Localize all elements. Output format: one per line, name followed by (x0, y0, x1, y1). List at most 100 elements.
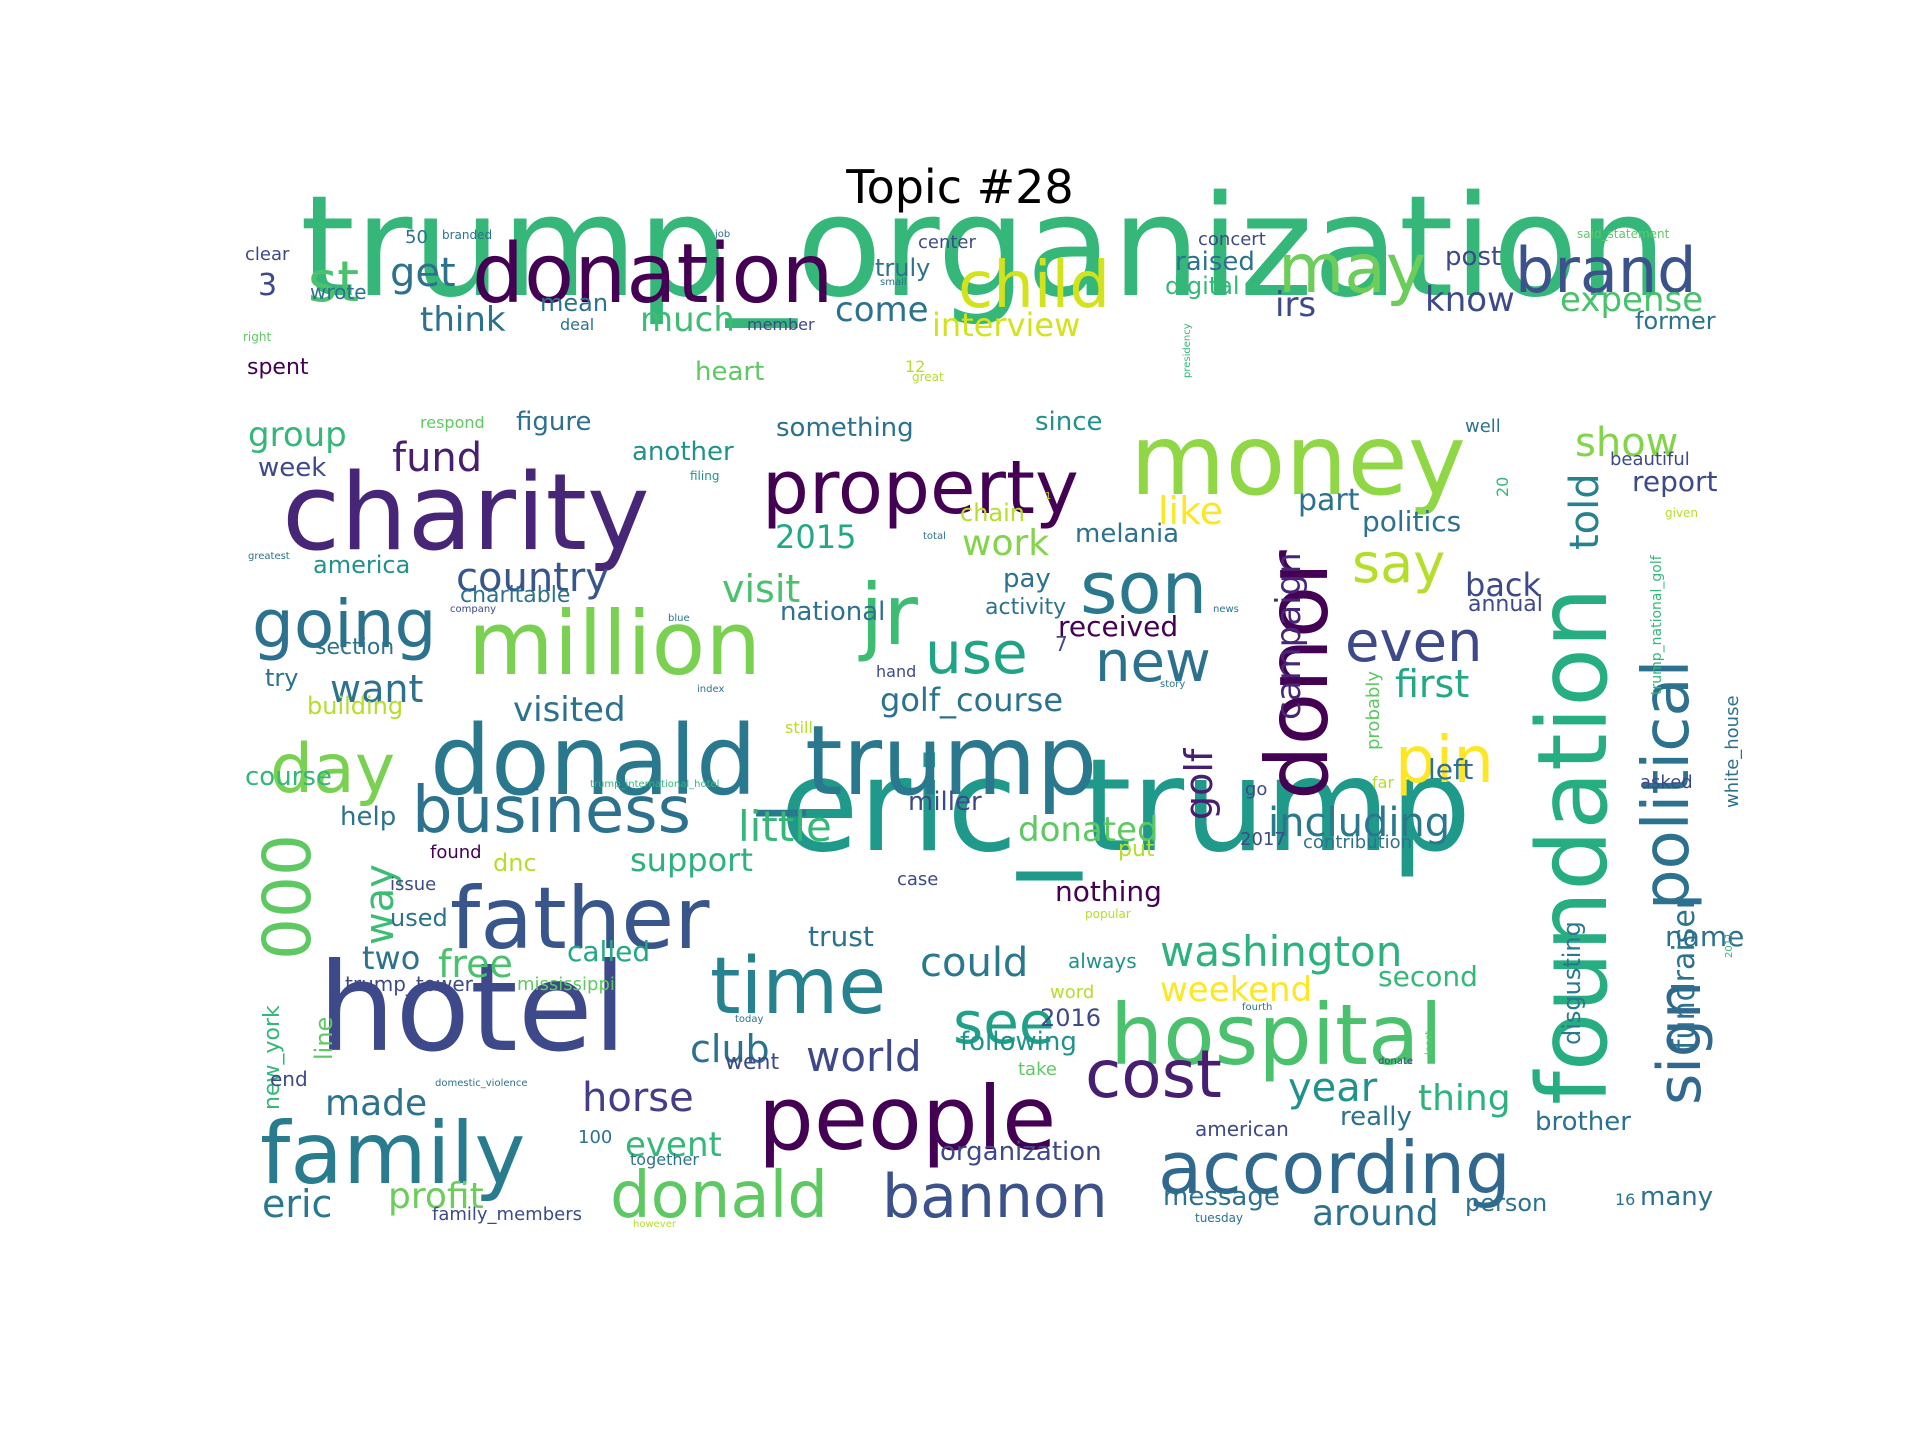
cloud-word: another (632, 437, 734, 468)
cloud-word: story (1160, 679, 1186, 690)
cloud-word: event (625, 1124, 722, 1165)
cloud-word: including (1268, 800, 1451, 846)
cloud-word: really (1340, 1102, 1412, 1133)
cloud-word: well (1465, 415, 1501, 437)
cloud-word: people (758, 1066, 1057, 1170)
cloud-word: trump_international_hotel (590, 779, 720, 790)
cloud-word: case (897, 868, 939, 890)
cloud-word: father (450, 869, 710, 970)
cloud-word: digital (1165, 271, 1240, 300)
cloud-word: presidency (1182, 323, 1193, 378)
cloud-word: white_house (1722, 695, 1743, 808)
cloud-word: company (450, 604, 497, 615)
cloud-word: hand (876, 662, 917, 682)
cloud-word: want (330, 666, 424, 711)
cloud-word: profit (388, 1176, 484, 1218)
cloud-word: family (260, 1104, 526, 1205)
cloud-word: 000 (249, 834, 326, 960)
cloud-word: word (1050, 981, 1095, 1003)
cloud-word: washington (1160, 927, 1403, 977)
cloud-word: wrote (310, 280, 367, 304)
cloud-word: far (1372, 773, 1395, 793)
cloud-word: clear (245, 243, 290, 265)
chart-title: Topic #28 (846, 160, 1074, 214)
cloud-word: think (420, 299, 506, 340)
cloud-word: many (1640, 1182, 1714, 1213)
cloud-word: line (310, 1016, 338, 1060)
cloud-word: asked (1640, 771, 1693, 793)
cloud-word: cost (1085, 1036, 1222, 1114)
cloud-word: expense (1560, 279, 1704, 320)
cloud-word: however (633, 1219, 676, 1230)
cloud-word: 20 (1493, 476, 1512, 497)
cloud-word: truly (875, 253, 931, 282)
cloud-word: something (776, 413, 914, 444)
cloud-word: donald_trump (430, 705, 1098, 818)
cloud-word: section (315, 635, 395, 661)
cloud-word: pay (1003, 564, 1051, 595)
cloud-word: club (690, 1026, 770, 1071)
cloud-word: member (747, 315, 815, 335)
cloud-word: week (258, 453, 327, 484)
cloud-word: brother (1535, 1107, 1631, 1138)
cloud-word: even (1345, 610, 1483, 676)
cloud-word: raised (1175, 247, 1255, 278)
cloud-word: total (923, 531, 946, 542)
cloud-word: together (630, 1150, 699, 1170)
cloud-word: support (630, 841, 753, 880)
cloud-word: trump_tower (345, 972, 473, 996)
cloud-word: center (918, 231, 976, 253)
cloud-word: great (912, 370, 944, 385)
cloud-word: went (725, 1050, 780, 1076)
cloud-word: country (456, 555, 609, 601)
cloud-word: come (835, 289, 929, 330)
cloud-word: according (1158, 1126, 1511, 1211)
cloud-word: respond (420, 413, 485, 433)
cloud-word: mississippi (517, 973, 615, 995)
cloud-word: bannon (882, 1162, 1108, 1232)
cloud-word: america (313, 550, 411, 579)
cloud-word: go (1245, 778, 1268, 800)
cloud-word: world (806, 1032, 922, 1082)
cloud-word: take (1018, 1058, 1057, 1080)
cloud-word: 1 (1045, 491, 1052, 502)
cloud-word: filing (690, 469, 720, 484)
cloud-word: like (1158, 488, 1224, 533)
cloud-word: golf_course (880, 681, 1064, 720)
cloud-word: activity (985, 595, 1067, 621)
cloud-word: blue (668, 613, 690, 624)
cloud-word: deal (560, 315, 595, 335)
cloud-word: told (1562, 473, 1608, 550)
cloud-word: tuesday (1195, 1211, 1244, 1226)
cloud-word: given (1665, 506, 1699, 521)
cloud-word: hospital (1110, 985, 1443, 1084)
cloud-word: property (762, 444, 1079, 531)
cloud-word: group (248, 414, 347, 455)
cloud-word: melania (1075, 519, 1180, 550)
cloud-word: since (1035, 407, 1103, 438)
cloud-word: get (390, 250, 456, 296)
cloud-word: heart (695, 357, 765, 388)
cloud-word: free (438, 941, 513, 986)
cloud-word: miller (908, 787, 982, 818)
cloud-word: show (1575, 420, 1679, 466)
cloud-word: still (785, 718, 813, 738)
cloud-word: brand (1515, 234, 1697, 308)
cloud-word: charity (282, 451, 650, 575)
cloud-word: made (325, 1083, 428, 1125)
cloud-word: news (1213, 604, 1239, 615)
cloud-word: message (1163, 1182, 1280, 1213)
cloud-word: left (1428, 752, 1474, 786)
cloud-word: trust (808, 919, 874, 953)
cloud-word: received (1058, 609, 1179, 643)
cloud-word: donated (1018, 809, 1159, 850)
cloud-word: interview (932, 306, 1081, 345)
cloud-word: 16 (1615, 1190, 1636, 1210)
cloud-word: name (1665, 919, 1745, 953)
cloud-word: fund (392, 435, 483, 481)
cloud-word: issue (390, 873, 437, 895)
cloud-word: 12 (905, 357, 926, 377)
cloud-word: son (1080, 546, 1208, 631)
cloud-word: year (1288, 1065, 1378, 1111)
cloud-word: end (270, 1067, 308, 1091)
